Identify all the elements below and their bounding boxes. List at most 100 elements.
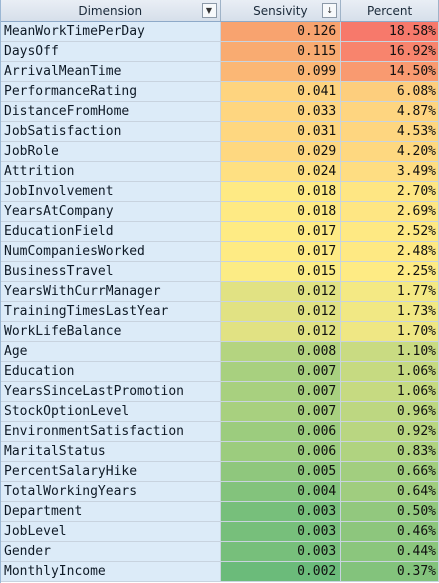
dimension-cell[interactable]: PerformanceRating <box>1 82 221 101</box>
percent-cell[interactable]: 3.49% <box>341 162 439 181</box>
table-header-row: Dimension ▼ Sensivity ↓ Percent <box>1 0 439 22</box>
sensitivity-cell[interactable]: 0.029 <box>220 142 342 161</box>
dimension-cell[interactable]: Department <box>1 502 221 521</box>
dimension-cell[interactable]: JobSatisfaction <box>1 122 221 141</box>
table-row: Gender 0.003 0.44% <box>1 542 439 562</box>
sensitivity-cell[interactable]: 0.033 <box>220 102 342 121</box>
percent-cell[interactable]: 18.58% <box>341 22 439 41</box>
sensitivity-cell[interactable]: 0.017 <box>220 222 342 241</box>
dimension-cell[interactable]: MeanWorkTimePerDay <box>1 22 221 41</box>
header-percent[interactable]: Percent <box>341 0 439 21</box>
percent-cell[interactable]: 1.70% <box>341 322 439 341</box>
table-row: NumCompaniesWorked 0.017 2.48% <box>1 242 439 262</box>
percent-cell[interactable]: 1.73% <box>341 302 439 321</box>
sensitivity-cell[interactable]: 0.115 <box>220 42 342 61</box>
sensitivity-cell[interactable]: 0.002 <box>220 562 342 581</box>
table-row: MaritalStatus 0.006 0.83% <box>1 442 439 462</box>
percent-cell[interactable]: 1.06% <box>341 362 439 381</box>
sensitivity-cell[interactable]: 0.003 <box>220 502 342 521</box>
dimension-cell[interactable]: Attrition <box>1 162 221 181</box>
table-row: TrainingTimesLastYear 0.012 1.73% <box>1 302 439 322</box>
dimension-cell[interactable]: Education <box>1 362 221 381</box>
sensitivity-cell[interactable]: 0.007 <box>220 362 342 381</box>
chevron-down-icon[interactable]: ▼ <box>201 3 217 18</box>
sensitivity-cell[interactable]: 0.015 <box>220 262 342 281</box>
percent-cell[interactable]: 2.52% <box>341 222 439 241</box>
percent-cell[interactable]: 14.50% <box>341 62 439 81</box>
dimension-cell[interactable]: JobRole <box>1 142 221 161</box>
sensitivity-cell[interactable]: 0.003 <box>220 542 342 561</box>
percent-cell[interactable]: 0.50% <box>341 502 439 521</box>
percent-cell[interactable]: 0.44% <box>341 542 439 561</box>
percent-cell[interactable]: 2.70% <box>341 182 439 201</box>
dimension-cell[interactable]: YearsAtCompany <box>1 202 221 221</box>
sensitivity-cell[interactable]: 0.006 <box>220 422 342 441</box>
sensitivity-cell[interactable]: 0.024 <box>220 162 342 181</box>
percent-cell[interactable]: 0.66% <box>341 462 439 481</box>
sensitivity-cell[interactable]: 0.012 <box>220 322 342 341</box>
percent-cell[interactable]: 4.20% <box>341 142 439 161</box>
dimension-cell[interactable]: BusinessTravel <box>1 262 221 281</box>
percent-cell[interactable]: 4.87% <box>341 102 439 121</box>
dimension-cell[interactable]: NumCompaniesWorked <box>1 242 221 261</box>
percent-cell[interactable]: 2.48% <box>341 242 439 261</box>
sort-descending-filter-icon[interactable]: ↓ <box>322 3 338 18</box>
percent-cell[interactable]: 6.08% <box>341 82 439 101</box>
dimension-cell[interactable]: MonthlyIncome <box>1 562 221 581</box>
dimension-cell[interactable]: YearsWithCurrManager <box>1 282 221 301</box>
table-row: PerformanceRating 0.041 6.08% <box>1 82 439 102</box>
dimension-cell[interactable]: JobInvolvement <box>1 182 221 201</box>
percent-cell[interactable]: 1.10% <box>341 342 439 361</box>
dimension-cell[interactable]: DaysOff <box>1 42 221 61</box>
dimension-cell[interactable]: WorkLifeBalance <box>1 322 221 341</box>
percent-cell[interactable]: 0.46% <box>341 522 439 541</box>
sensitivity-cell[interactable]: 0.003 <box>220 522 342 541</box>
percent-cell[interactable]: 2.69% <box>341 202 439 221</box>
percent-cell[interactable]: 0.37% <box>341 562 439 581</box>
sensitivity-cell[interactable]: 0.099 <box>220 62 342 81</box>
sensitivity-cell[interactable]: 0.006 <box>220 442 342 461</box>
sensitivity-cell[interactable]: 0.018 <box>220 202 342 221</box>
percent-cell[interactable]: 2.25% <box>341 262 439 281</box>
percent-cell[interactable]: 1.77% <box>341 282 439 301</box>
table-body: MeanWorkTimePerDay 0.126 18.58% DaysOff 0.11… <box>1 22 439 582</box>
sensitivity-cell[interactable]: 0.126 <box>220 22 342 41</box>
dimension-cell[interactable]: EducationField <box>1 222 221 241</box>
dimension-cell[interactable]: TotalWorkingYears <box>1 482 221 501</box>
dimension-cell[interactable]: StockOptionLevel <box>1 402 221 421</box>
sensitivity-cell[interactable]: 0.007 <box>220 402 342 421</box>
sensitivity-cell[interactable]: 0.017 <box>220 242 342 261</box>
dimension-cell[interactable]: ArrivalMeanTime <box>1 62 221 81</box>
header-dimension[interactable]: Dimension ▼ <box>1 0 221 21</box>
table-row: TotalWorkingYears 0.004 0.64% <box>1 482 439 502</box>
dimension-cell[interactable]: TrainingTimesLastYear <box>1 302 221 321</box>
percent-cell[interactable]: 0.96% <box>341 402 439 421</box>
sensitivity-cell[interactable]: 0.008 <box>220 342 342 361</box>
sensitivity-cell[interactable]: 0.007 <box>220 382 342 401</box>
sensitivity-cell[interactable]: 0.005 <box>220 462 342 481</box>
header-sensitivity[interactable]: Sensivity ↓ <box>220 0 342 21</box>
percent-cell[interactable]: 16.92% <box>341 42 439 61</box>
table-row: EnvironmentSatisfaction 0.006 0.92% <box>1 422 439 442</box>
dimension-cell[interactable]: JobLevel <box>1 522 221 541</box>
percent-cell[interactable]: 0.83% <box>341 442 439 461</box>
dimension-cell[interactable]: PercentSalaryHike <box>1 462 221 481</box>
dimension-cell[interactable]: EnvironmentSatisfaction <box>1 422 221 441</box>
dimension-cell[interactable]: YearsSinceLastPromotion <box>1 382 221 401</box>
percent-cell[interactable]: 0.92% <box>341 422 439 441</box>
table-row: Age 0.008 1.10% <box>1 342 439 362</box>
sensitivity-cell[interactable]: 0.004 <box>220 482 342 501</box>
percent-cell[interactable]: 1.06% <box>341 382 439 401</box>
sensitivity-cell[interactable]: 0.041 <box>220 82 342 101</box>
dimension-cell[interactable]: DistanceFromHome <box>1 102 221 121</box>
sensitivity-cell[interactable]: 0.012 <box>220 302 342 321</box>
percent-cell[interactable]: 0.64% <box>341 482 439 501</box>
percent-cell[interactable]: 4.53% <box>341 122 439 141</box>
sensitivity-cell[interactable]: 0.018 <box>220 182 342 201</box>
sensitivity-cell[interactable]: 0.031 <box>220 122 342 141</box>
sensitivity-cell[interactable]: 0.012 <box>220 282 342 301</box>
dimension-cell[interactable]: MaritalStatus <box>1 442 221 461</box>
table-row: Education 0.007 1.06% <box>1 362 439 382</box>
dimension-cell[interactable]: Gender <box>1 542 221 561</box>
dimension-cell[interactable]: Age <box>1 342 221 361</box>
